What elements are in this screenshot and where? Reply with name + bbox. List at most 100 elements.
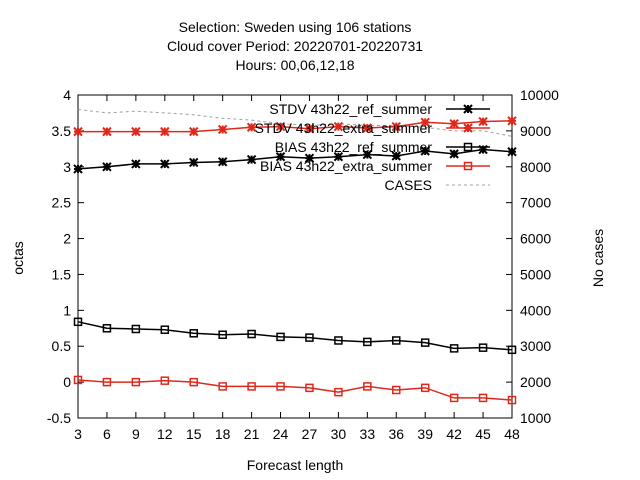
data-point (247, 329, 256, 339)
series-1 (73, 116, 517, 137)
x-tick-label: 6 (103, 426, 111, 442)
data-point (449, 344, 459, 353)
series-0 (73, 144, 517, 174)
legend-label: BIAS 43h22_extra_summer (260, 158, 432, 174)
legend-label: STDV 43h22_extra_summer (255, 120, 433, 136)
series-line (77, 379, 513, 401)
x-tick-label: 24 (273, 426, 289, 442)
data-point (217, 157, 228, 167)
data-point (362, 149, 373, 160)
data-point (189, 329, 198, 338)
data-point (131, 159, 141, 169)
axis-ticks: 3 6 9 12 15 18 21 24 27 30 33 36 39 42 45 48-0.500.511.… (47, 87, 559, 442)
data-point (507, 146, 517, 157)
x-tick-label: 39 (417, 426, 433, 442)
data-point (333, 152, 344, 162)
legend-marker (463, 104, 473, 114)
data-point (363, 382, 372, 391)
x-tick-label: 36 (388, 426, 404, 442)
data-point (391, 151, 401, 161)
data-point (333, 121, 344, 132)
data-point (73, 317, 83, 327)
data-point (304, 124, 315, 134)
data-point (189, 377, 198, 387)
data-point (246, 122, 257, 133)
data-point (420, 383, 430, 393)
y-tick-label: 2 (63, 231, 71, 247)
series-line (78, 120, 513, 133)
x-tick-label: 33 (360, 426, 376, 442)
series-line (77, 108, 513, 137)
data-point (218, 382, 227, 391)
data-point (507, 116, 517, 126)
y2-tick-label: 3000 (520, 338, 551, 354)
x-tick-label: 3 (74, 426, 82, 442)
y2-tick-label: 4000 (520, 302, 551, 318)
y-tick-label: 0 (63, 374, 71, 390)
data-point (160, 376, 170, 385)
y2-tick-label: 8000 (520, 159, 551, 175)
x-tick-label: 45 (475, 426, 491, 442)
data-point (276, 332, 285, 342)
data-point (189, 157, 199, 168)
data-point (478, 343, 488, 352)
x-tick-label: 48 (504, 426, 520, 442)
legend-label: BIAS 43h22_ref_summer (275, 139, 433, 155)
y-axis-label: octas (10, 241, 26, 274)
y-tick-label: 0.5 (52, 338, 72, 354)
y-tick-label: 4 (63, 87, 71, 103)
x-tick-label: 42 (446, 426, 462, 442)
data-point (304, 153, 315, 163)
data-point (449, 119, 459, 129)
x-axis-label: Forecast length (247, 457, 344, 473)
x-tick-label: 18 (215, 426, 231, 442)
data-point (507, 395, 517, 405)
data-point (392, 385, 401, 395)
data-point (391, 121, 401, 132)
y2-tick-label: 1000 (520, 410, 551, 426)
legend-label: CASES (385, 177, 432, 193)
data-point (420, 117, 430, 127)
legend-marker (463, 142, 473, 152)
legend-marker (463, 161, 473, 171)
legend: STDV 43h22_ref_summer STDV 43h22_extra_su… (255, 101, 490, 193)
data-point (420, 146, 430, 156)
y-tick-label: 2.5 (52, 195, 72, 211)
y2-tick-label: 7000 (520, 195, 551, 211)
x-tick-label: 27 (302, 426, 318, 442)
data-point (102, 324, 112, 333)
data-point (478, 116, 488, 127)
data-point (478, 393, 488, 403)
data-point (334, 387, 343, 397)
y2-tick-label: 6000 (520, 231, 551, 247)
y-tick-label: -0.5 (47, 410, 71, 426)
y-tick-label: 1 (63, 302, 71, 318)
y2-tick-label: 2000 (520, 374, 551, 390)
series-4 (77, 108, 513, 137)
data-point (392, 336, 401, 345)
series-3 (73, 375, 517, 405)
data-point (449, 149, 459, 159)
y2-tick-label: 9000 (520, 123, 551, 139)
data-point (247, 382, 256, 391)
data-point (363, 337, 372, 347)
data-point (217, 124, 228, 135)
data-point (102, 126, 112, 137)
data-point (362, 123, 373, 133)
data-point (131, 377, 141, 387)
data-point (275, 121, 286, 132)
series-lines (73, 108, 517, 405)
series-2 (73, 317, 517, 355)
data-point (276, 382, 285, 391)
data-point (102, 162, 112, 172)
x-tick-label: 21 (244, 426, 260, 442)
data-point (305, 333, 314, 342)
chart-title: Selection: Sweden using 106 stations Clou… (167, 19, 423, 73)
data-point (73, 375, 83, 385)
series-line (77, 148, 513, 170)
x-tick-label: 30 (331, 426, 347, 442)
data-point (420, 338, 430, 347)
data-point (73, 126, 83, 137)
data-point (189, 126, 199, 137)
